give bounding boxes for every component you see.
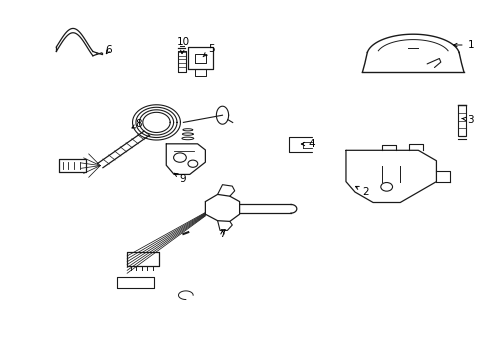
Text: 4: 4 xyxy=(301,139,314,149)
Text: 5: 5 xyxy=(203,44,214,57)
Text: 9: 9 xyxy=(174,173,186,184)
Text: 8: 8 xyxy=(132,119,142,129)
Text: 10: 10 xyxy=(176,37,189,54)
Text: 1: 1 xyxy=(453,40,473,50)
Text: 6: 6 xyxy=(105,45,112,55)
Text: 3: 3 xyxy=(461,114,473,125)
Text: 7: 7 xyxy=(219,229,225,239)
Bar xyxy=(457,105,465,136)
Text: 2: 2 xyxy=(355,186,368,197)
